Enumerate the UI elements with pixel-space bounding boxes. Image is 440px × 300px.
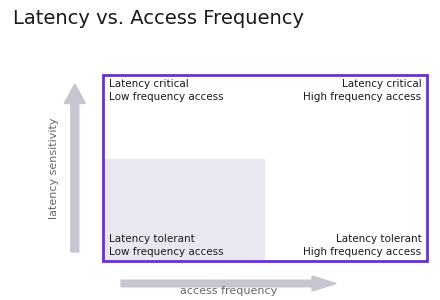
Text: Latency tolerant
Low frequency access: Latency tolerant Low frequency access bbox=[109, 234, 224, 257]
Text: Latency critical
Low frequency access: Latency critical Low frequency access bbox=[109, 79, 224, 102]
Text: access frequency: access frequency bbox=[180, 286, 277, 296]
Bar bbox=[103, 75, 427, 261]
Text: Latency tolerant
High frequency access: Latency tolerant High frequency access bbox=[304, 234, 422, 257]
Text: Latency critical
High frequency access: Latency critical High frequency access bbox=[304, 79, 422, 102]
Text: Latency vs. Access Frequency: Latency vs. Access Frequency bbox=[13, 9, 304, 28]
FancyArrow shape bbox=[121, 276, 336, 291]
Text: latency sensitivity: latency sensitivity bbox=[49, 117, 59, 219]
FancyArrow shape bbox=[64, 84, 85, 252]
Bar bbox=[103, 159, 265, 261]
